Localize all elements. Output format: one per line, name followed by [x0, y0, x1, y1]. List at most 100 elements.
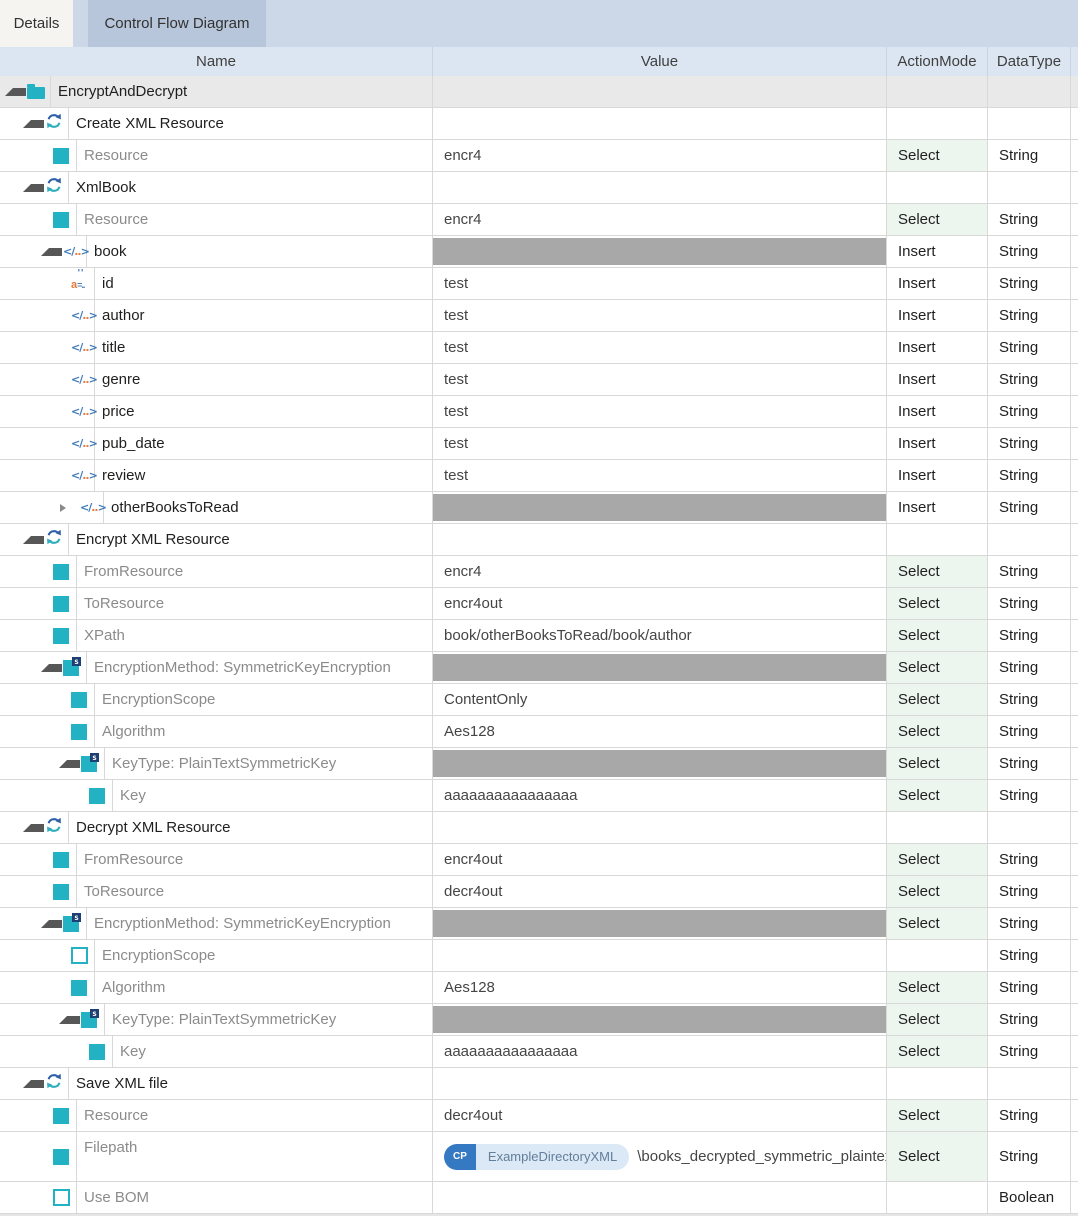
parameter-checkbox-icon[interactable] — [89, 787, 105, 804]
expander-open-icon[interactable] — [23, 119, 44, 128]
action-mode-cell[interactable]: Insert — [886, 492, 987, 523]
value-cell[interactable]: test — [432, 268, 886, 299]
expander-open-icon[interactable] — [59, 1015, 80, 1024]
action-mode-cell[interactable]: Select — [886, 652, 987, 683]
value-cell[interactable] — [432, 1068, 886, 1099]
parameter-checkbox-icon[interactable] — [71, 723, 87, 740]
value-cell[interactable] — [432, 748, 886, 779]
action-mode-cell[interactable] — [886, 812, 987, 843]
value-cell[interactable] — [432, 76, 886, 107]
action-mode-cell[interactable] — [886, 940, 987, 971]
structure-checkbox-icon[interactable]: s — [81, 1008, 99, 1028]
action-mode-cell[interactable]: Select — [886, 876, 987, 907]
action-mode-cell[interactable]: Insert — [886, 428, 987, 459]
parameter-checkbox-icon[interactable] — [71, 979, 87, 996]
expander-open-icon[interactable] — [41, 663, 62, 672]
structure-checkbox-icon[interactable]: s — [63, 912, 81, 932]
parameter-checkbox-icon[interactable] — [71, 691, 87, 708]
value-cell[interactable]: aaaaaaaaaaaaaaaa — [432, 1036, 886, 1067]
structure-checkbox-icon[interactable]: s — [63, 656, 81, 676]
expander-open-icon[interactable] — [41, 919, 62, 928]
unchecked-checkbox-icon[interactable] — [53, 1189, 70, 1206]
value-cell[interactable]: encr4out — [432, 588, 886, 619]
value-cell[interactable]: aaaaaaaaaaaaaaaa — [432, 780, 886, 811]
action-mode-cell[interactable]: Insert — [886, 364, 987, 395]
parameter-checkbox-icon[interactable] — [53, 1107, 69, 1124]
action-mode-cell[interactable]: Insert — [886, 268, 987, 299]
value-cell[interactable]: test — [432, 364, 886, 395]
value-cell[interactable] — [432, 1182, 886, 1213]
action-mode-cell[interactable] — [886, 1182, 987, 1213]
value-cell[interactable]: ContentOnly — [432, 684, 886, 715]
action-mode-cell[interactable]: Insert — [886, 332, 987, 363]
value-cell[interactable]: encr4 — [432, 204, 886, 235]
action-mode-cell[interactable]: Insert — [886, 396, 987, 427]
expander-open-icon[interactable] — [23, 1079, 44, 1088]
expander-open-icon[interactable] — [23, 535, 44, 544]
value-cell[interactable] — [432, 652, 886, 683]
expander-open-icon[interactable] — [23, 183, 44, 192]
parameter-checkbox-icon[interactable] — [53, 563, 69, 580]
action-mode-cell[interactable]: Insert — [886, 236, 987, 267]
parameter-checkbox-icon[interactable] — [53, 1148, 69, 1165]
tab-details[interactable]: Details — [0, 0, 73, 47]
value-cell[interactable] — [432, 172, 886, 203]
value-cell[interactable]: test — [432, 300, 886, 331]
expander-open-icon[interactable] — [59, 759, 80, 768]
action-mode-cell[interactable]: Insert — [886, 300, 987, 331]
value-cell[interactable] — [432, 812, 886, 843]
value-cell[interactable]: Aes128 — [432, 972, 886, 1003]
action-mode-cell[interactable]: Select — [886, 684, 987, 715]
action-mode-cell[interactable] — [886, 1068, 987, 1099]
value-cell[interactable] — [432, 492, 886, 523]
value-cell[interactable] — [432, 940, 886, 971]
action-mode-cell[interactable]: Select — [886, 140, 987, 171]
expander-open-icon[interactable] — [41, 247, 62, 256]
parameter-checkbox-icon[interactable] — [53, 851, 69, 868]
expander-open-icon[interactable] — [23, 823, 44, 832]
action-mode-cell[interactable]: Select — [886, 748, 987, 779]
value-cell[interactable]: decr4out — [432, 876, 886, 907]
action-mode-cell[interactable] — [886, 108, 987, 139]
expander-open-icon[interactable] — [5, 87, 26, 96]
action-mode-cell[interactable]: Select — [886, 1004, 987, 1035]
value-cell[interactable] — [432, 908, 886, 939]
container-path-badge[interactable]: CP ExampleDirectoryXML — [444, 1143, 630, 1170]
value-cell[interactable]: book/otherBooksToRead/book/author — [432, 620, 886, 651]
action-mode-cell[interactable]: Select — [886, 620, 987, 651]
action-mode-cell[interactable]: Select — [886, 716, 987, 747]
value-cell[interactable] — [432, 236, 886, 267]
action-mode-cell[interactable]: Select — [886, 204, 987, 235]
action-mode-cell[interactable]: Select — [886, 908, 987, 939]
tab-control-flow-diagram[interactable]: Control Flow Diagram — [88, 0, 266, 47]
action-mode-cell[interactable]: Select — [886, 844, 987, 875]
value-cell[interactable]: CP ExampleDirectoryXML \books_decrypted_sy… — [432, 1132, 886, 1181]
action-mode-cell[interactable] — [886, 172, 987, 203]
value-cell[interactable] — [432, 524, 886, 555]
value-cell[interactable]: encr4 — [432, 556, 886, 587]
action-mode-cell[interactable]: Select — [886, 972, 987, 1003]
action-mode-cell[interactable]: Insert — [886, 460, 987, 491]
expander-closed-icon[interactable] — [60, 503, 79, 512]
action-mode-cell[interactable]: Select — [886, 1132, 987, 1181]
value-cell[interactable]: test — [432, 396, 886, 427]
action-mode-cell[interactable]: Select — [886, 780, 987, 811]
value-cell[interactable]: test — [432, 332, 886, 363]
value-cell[interactable] — [432, 1004, 886, 1035]
parameter-checkbox-icon[interactable] — [89, 1043, 105, 1060]
parameter-checkbox-icon[interactable] — [53, 883, 69, 900]
value-cell[interactable]: encr4 — [432, 140, 886, 171]
parameter-checkbox-icon[interactable] — [53, 147, 69, 164]
value-cell[interactable]: test — [432, 460, 886, 491]
value-cell[interactable] — [432, 108, 886, 139]
parameter-checkbox-icon[interactable] — [53, 627, 69, 644]
value-cell[interactable]: test — [432, 428, 886, 459]
action-mode-cell[interactable]: Select — [886, 588, 987, 619]
action-mode-cell[interactable]: Select — [886, 1100, 987, 1131]
value-cell[interactable]: encr4out — [432, 844, 886, 875]
value-cell[interactable]: decr4out — [432, 1100, 886, 1131]
unchecked-checkbox-icon[interactable] — [71, 947, 88, 964]
action-mode-cell[interactable]: Select — [886, 1036, 987, 1067]
action-mode-cell[interactable] — [886, 524, 987, 555]
action-mode-cell[interactable]: Select — [886, 556, 987, 587]
